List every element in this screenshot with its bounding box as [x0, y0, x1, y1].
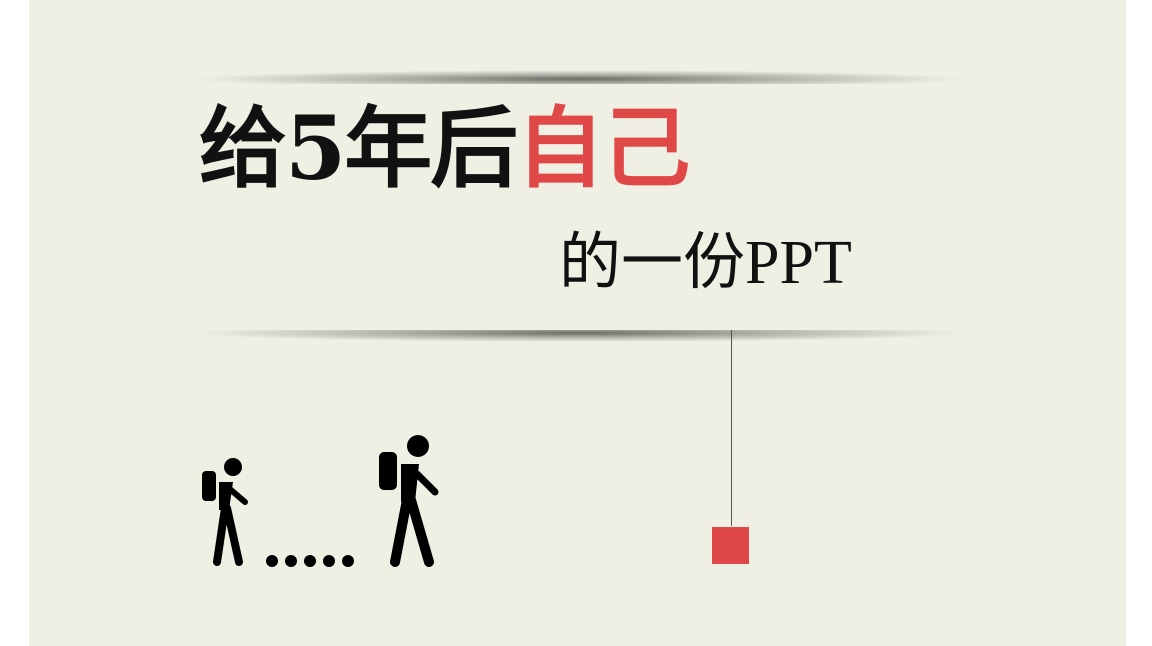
large-hiker-icon	[379, 435, 439, 567]
dotted-trail-icon	[266, 555, 354, 567]
title-accent: 自己	[516, 96, 690, 200]
small-hiker-icon	[202, 458, 248, 566]
title-band	[189, 84, 969, 330]
pendulum-line	[731, 330, 732, 526]
hikers-illustration	[202, 435, 439, 567]
top-shadow-divider	[189, 70, 969, 88]
slide-title: 给5年后自己	[199, 104, 690, 192]
title-main: 给5年后	[199, 96, 518, 200]
slide-canvas: 给5年后自己 的一份PPT	[29, 0, 1126, 646]
slide-subtitle: 的一份PPT	[559, 229, 852, 297]
red-square-marker	[712, 527, 749, 564]
